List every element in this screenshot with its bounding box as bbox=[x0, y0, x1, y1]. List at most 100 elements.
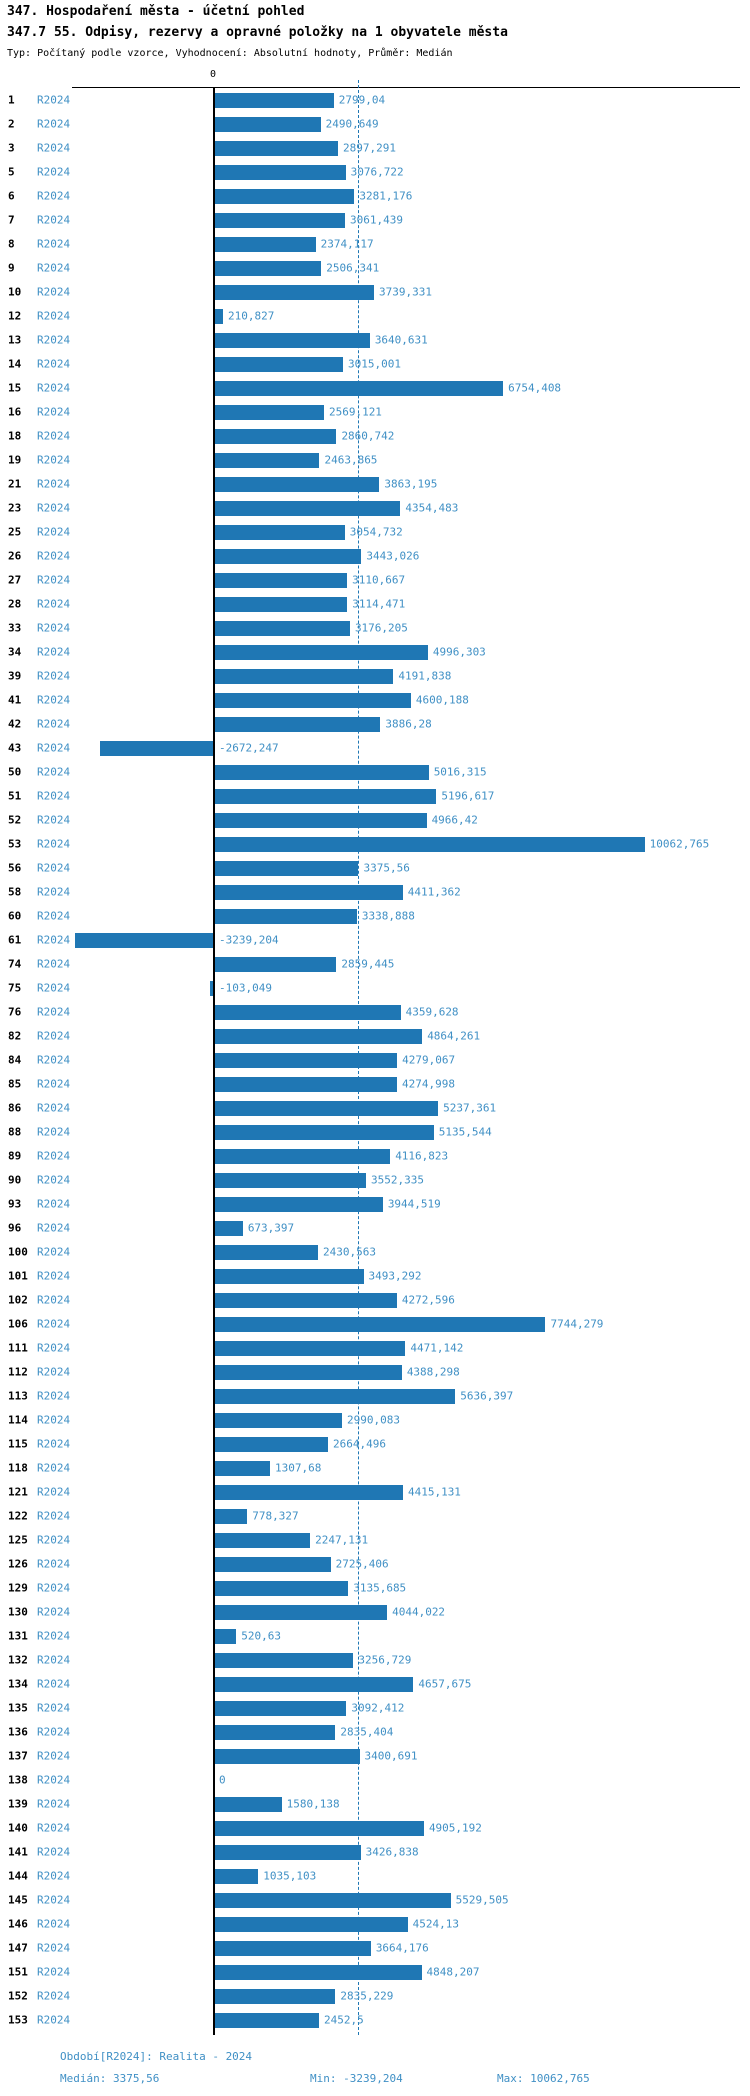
value-label: 2859,445 bbox=[341, 957, 395, 971]
chart-row: 129 R2024 3135,685 bbox=[0, 1576, 750, 1600]
value-bar bbox=[214, 1268, 364, 1284]
series-label: R2024 bbox=[37, 549, 71, 563]
chart-row: 76 R2024 4359,628 bbox=[0, 1000, 750, 1024]
row-number: 52 bbox=[8, 813, 22, 827]
row-number: 27 bbox=[8, 573, 22, 587]
value-bar bbox=[214, 1820, 424, 1836]
chart-row: 82 R2024 4864,261 bbox=[0, 1024, 750, 1048]
value-label: 778,327 bbox=[252, 1509, 299, 1523]
series-label: R2024 bbox=[37, 1677, 71, 1691]
row-number: 132 bbox=[8, 1653, 28, 1667]
chart-row: 136 R2024 2835,404 bbox=[0, 1720, 750, 1744]
chart-row: 1 R2024 2799,04 bbox=[0, 88, 750, 112]
value-bar bbox=[214, 1748, 360, 1764]
value-bar bbox=[214, 1556, 331, 1572]
series-label: R2024 bbox=[37, 1437, 71, 1451]
series-label: R2024 bbox=[37, 1461, 71, 1475]
row-number: 33 bbox=[8, 621, 22, 635]
row-number: 7 bbox=[8, 213, 15, 227]
value-label: 3110,667 bbox=[352, 573, 406, 587]
value-bar bbox=[214, 212, 346, 228]
value-label: 3664,176 bbox=[375, 1941, 429, 1955]
chart-row: 58 R2024 4411,362 bbox=[0, 880, 750, 904]
row-number: 144 bbox=[8, 1869, 28, 1883]
value-bar bbox=[214, 1388, 456, 1404]
value-label: 2490,649 bbox=[325, 117, 379, 131]
series-label: R2024 bbox=[37, 1773, 71, 1787]
zero-axis-line bbox=[213, 87, 215, 2035]
chart-row: 89 R2024 4116,823 bbox=[0, 1144, 750, 1168]
series-label: R2024 bbox=[37, 453, 71, 467]
chart-row: 112 R2024 4388,298 bbox=[0, 1360, 750, 1384]
value-label: 5135,544 bbox=[438, 1125, 492, 1139]
value-bar bbox=[209, 980, 214, 996]
chart-row: 88 R2024 5135,544 bbox=[0, 1120, 750, 1144]
value-bar bbox=[214, 1244, 319, 1260]
value-bar bbox=[214, 1196, 383, 1212]
chart-row: 28 R2024 3114,471 bbox=[0, 592, 750, 616]
value-label: 210,827 bbox=[228, 309, 275, 323]
value-bar bbox=[214, 1964, 422, 1980]
chart-row: 100 R2024 2430,563 bbox=[0, 1240, 750, 1264]
chart-row: 52 R2024 4966,42 bbox=[0, 808, 750, 832]
series-label: R2024 bbox=[37, 1749, 71, 1763]
row-number: 140 bbox=[8, 1821, 28, 1835]
value-label: 2664,496 bbox=[333, 1437, 387, 1451]
row-number: 112 bbox=[8, 1365, 28, 1379]
value-label: 3015,001 bbox=[348, 357, 402, 371]
value-bar bbox=[214, 692, 411, 708]
row-number: 93 bbox=[8, 1197, 22, 1211]
row-number: 42 bbox=[8, 717, 22, 731]
chart-row: 6 R2024 3281,176 bbox=[0, 184, 750, 208]
value-bar bbox=[214, 428, 337, 444]
row-number: 90 bbox=[8, 1173, 22, 1187]
row-number: 89 bbox=[8, 1149, 22, 1163]
value-bar bbox=[214, 1412, 342, 1428]
series-label: R2024 bbox=[37, 1485, 71, 1499]
value-bar bbox=[214, 2012, 319, 2028]
value-label: 3176,205 bbox=[354, 621, 408, 635]
series-label: R2024 bbox=[37, 1389, 71, 1403]
series-label: R2024 bbox=[37, 381, 71, 395]
chart-row: 8 R2024 2374,117 bbox=[0, 232, 750, 256]
series-label: R2024 bbox=[37, 237, 71, 251]
series-label: R2024 bbox=[37, 1821, 71, 1835]
row-number: 34 bbox=[8, 645, 22, 659]
chart-row: 96 R2024 673,397 bbox=[0, 1216, 750, 1240]
x-axis-line bbox=[72, 87, 740, 88]
row-number: 106 bbox=[8, 1317, 28, 1331]
value-bar bbox=[214, 500, 401, 516]
value-label: 4524,13 bbox=[412, 1917, 459, 1931]
value-bar bbox=[214, 1916, 408, 1932]
value-bar bbox=[214, 1460, 270, 1476]
value-label: 4359,628 bbox=[405, 1005, 459, 1019]
series-label: R2024 bbox=[37, 1413, 71, 1427]
row-number: 50 bbox=[8, 765, 22, 779]
value-bar bbox=[214, 1796, 282, 1812]
chart-row: 145 R2024 5529,505 bbox=[0, 1888, 750, 1912]
series-label: R2024 bbox=[37, 1197, 71, 1211]
row-number: 141 bbox=[8, 1845, 28, 1859]
value-label: 3281,176 bbox=[359, 189, 413, 203]
chart-row: 131 R2024 520,63 bbox=[0, 1624, 750, 1648]
chart-row: 74 R2024 2859,445 bbox=[0, 952, 750, 976]
row-number: 14 bbox=[8, 357, 22, 371]
chart-row: 21 R2024 3863,195 bbox=[0, 472, 750, 496]
chart-row: 41 R2024 4600,188 bbox=[0, 688, 750, 712]
row-number: 82 bbox=[8, 1029, 22, 1043]
row-number: 19 bbox=[8, 453, 22, 467]
row-number: 88 bbox=[8, 1125, 22, 1139]
series-label: R2024 bbox=[37, 597, 71, 611]
row-number: 21 bbox=[8, 477, 22, 491]
max-stat: Max: 10062,765 bbox=[497, 2072, 590, 2085]
row-number: 43 bbox=[8, 741, 22, 755]
value-bar bbox=[214, 284, 375, 300]
row-number: 131 bbox=[8, 1629, 28, 1643]
value-bar bbox=[214, 452, 320, 468]
value-label: 3114,471 bbox=[352, 597, 406, 611]
value-label: 2247,131 bbox=[315, 1533, 369, 1547]
chart-row: 25 R2024 3054,732 bbox=[0, 520, 750, 544]
value-label: 3552,335 bbox=[371, 1173, 425, 1187]
value-bar bbox=[214, 836, 645, 852]
series-label: R2024 bbox=[37, 885, 71, 899]
